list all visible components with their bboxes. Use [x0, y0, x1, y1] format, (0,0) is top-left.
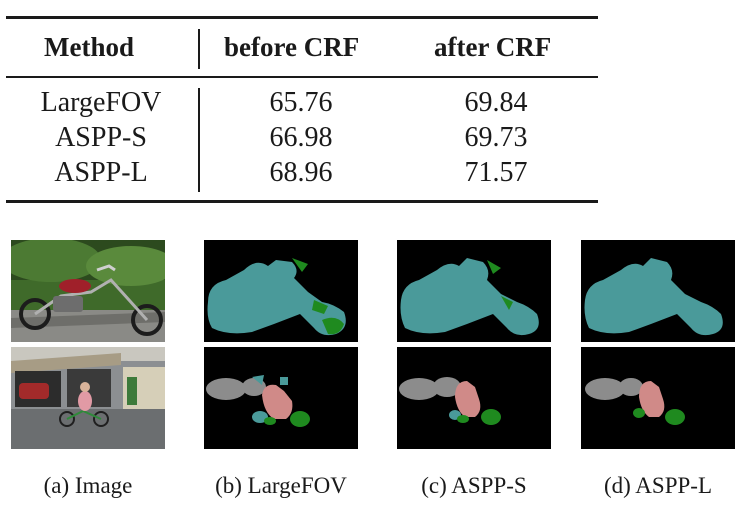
segmentation-aspp-l-bicycle	[581, 347, 735, 449]
segmentation-largefov-motorbike	[204, 240, 358, 342]
caption-c: (c) ASPP-S	[421, 473, 527, 498]
segmentation-aspp-l-motorbike	[581, 240, 735, 342]
table-mid-rule	[6, 76, 598, 78]
segmentation-largefov-bicycle	[204, 347, 358, 449]
caption-a: (a) Image	[43, 473, 133, 498]
header-after-crf: after CRF	[434, 32, 552, 62]
table-bottom-rule	[6, 200, 598, 203]
row-method: LargeFOV	[40, 87, 162, 118]
row-method: ASPP-S	[55, 122, 147, 153]
caption-d: (d) ASPP-L	[604, 473, 712, 498]
table-header-separator	[198, 29, 200, 69]
segmentation-aspp-s-motorbike	[397, 240, 551, 342]
segmentation-aspp-s-bicycle	[397, 347, 551, 449]
row-after-crf: 71.57	[464, 157, 528, 188]
row-method: ASPP-L	[54, 157, 148, 188]
table-body-separator	[198, 88, 200, 192]
row-before-crf: 68.96	[269, 157, 333, 188]
table-top-rule	[6, 16, 598, 19]
row-after-crf: 69.73	[464, 122, 528, 153]
header-before-crf: before CRF	[224, 32, 360, 62]
photo-motorbike	[11, 240, 165, 342]
results-table: Method before CRF after CRF LargeFOV 65.…	[6, 12, 598, 203]
header-method: Method	[44, 32, 134, 62]
row-before-crf: 65.76	[269, 87, 333, 118]
row-after-crf: 69.84	[464, 87, 528, 118]
row-before-crf: 66.98	[269, 122, 333, 153]
photo-child-bicycle	[11, 347, 165, 449]
caption-b: (b) LargeFOV	[215, 473, 347, 498]
